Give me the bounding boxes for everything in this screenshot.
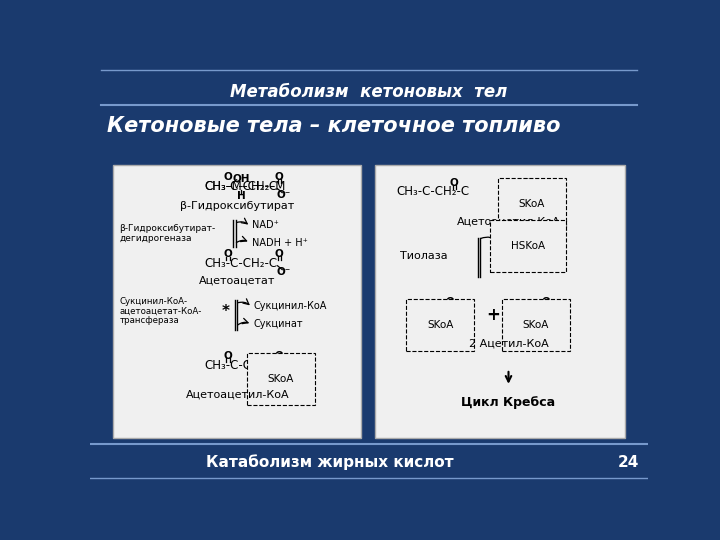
Text: H: H: [237, 191, 246, 201]
Text: ацетоацетат-КоА-: ацетоацетат-КоА-: [120, 307, 202, 316]
Text: Метаболизм  кетоновых  тел: Метаболизм кетоновых тел: [230, 83, 508, 101]
Text: Ацетоацетил-КоА: Ацетоацетил-КоА: [186, 389, 289, 400]
Text: O: O: [224, 172, 233, 182]
Text: O: O: [275, 249, 284, 259]
Text: O⁻: O⁻: [276, 267, 291, 277]
Text: NADH + H⁺: NADH + H⁺: [252, 238, 308, 248]
Text: O⁻: O⁻: [276, 190, 291, 200]
Text: Цикл Кребса: Цикл Кребса: [462, 396, 556, 409]
Text: OH: OH: [233, 174, 250, 184]
Text: CH₃–Ṁ–CH₂–Ṁ: CH₃–Ṁ–CH₂–Ṁ: [204, 180, 286, 193]
Text: O: O: [224, 351, 233, 361]
Text: Катаболизм жирных кислот: Катаболизм жирных кислот: [207, 454, 454, 470]
Text: Кетоновые тела – клеточное топливо: Кетоновые тела – клеточное топливо: [107, 117, 561, 137]
Text: трансфераза: трансфераза: [120, 316, 179, 325]
Text: +: +: [486, 306, 500, 324]
Text: Тиолаза: Тиолаза: [400, 251, 448, 261]
Text: Сукцинил-КоА: Сукцинил-КоА: [253, 301, 327, 311]
Text: SKoA: SKoA: [523, 320, 549, 330]
Text: O: O: [450, 178, 459, 187]
Text: SKoA: SKoA: [427, 320, 454, 330]
Text: O: O: [522, 178, 531, 187]
Bar: [90, 444, 648, 481]
Text: SKoA: SKoA: [267, 374, 294, 384]
Text: O: O: [275, 351, 284, 361]
Text: O: O: [541, 297, 550, 307]
Text: O: O: [275, 172, 284, 182]
Text: Сукцинат: Сукцинат: [253, 319, 303, 328]
Text: 24: 24: [618, 455, 639, 470]
Text: HSKoA: HSKoA: [510, 241, 545, 251]
Text: CH₃-C-CH₂-C: CH₃-C-CH₂-C: [204, 180, 278, 193]
Text: β-Гидроксибутират: β-Гидроксибутират: [180, 201, 294, 211]
Text: CH₃-C-CH₂-C: CH₃-C-CH₂-C: [204, 257, 278, 270]
Text: 2 Ацетил-КоА: 2 Ацетил-КоА: [469, 339, 549, 348]
Text: NAD⁺: NAD⁺: [252, 220, 279, 230]
Text: CH₃-C-CH₂-C: CH₃-C-CH₂-C: [204, 359, 278, 372]
Text: *: *: [222, 303, 230, 319]
Text: O: O: [224, 249, 233, 259]
Text: Сукцинил-КоА-: Сукцинил-КоА-: [120, 298, 188, 307]
Text: CH₃-C: CH₃-C: [508, 305, 543, 318]
Text: CH₃-C: CH₃-C: [408, 305, 442, 318]
Text: CH₃-C-CH₂-C: CH₃-C-CH₂-C: [396, 185, 469, 198]
Text: O: O: [446, 297, 455, 307]
Text: дегидрогеназа: дегидрогеназа: [120, 233, 192, 242]
Text: β-Гидроксибутират-: β-Гидроксибутират-: [120, 224, 216, 233]
Text: Ацетоацетат: Ацетоацетат: [199, 275, 276, 286]
Bar: [113, 165, 361, 438]
Text: SKoA: SKoA: [518, 199, 545, 209]
Bar: [375, 165, 625, 438]
Text: Ацетоацетил-КоА: Ацетоацетил-КоА: [456, 216, 560, 226]
